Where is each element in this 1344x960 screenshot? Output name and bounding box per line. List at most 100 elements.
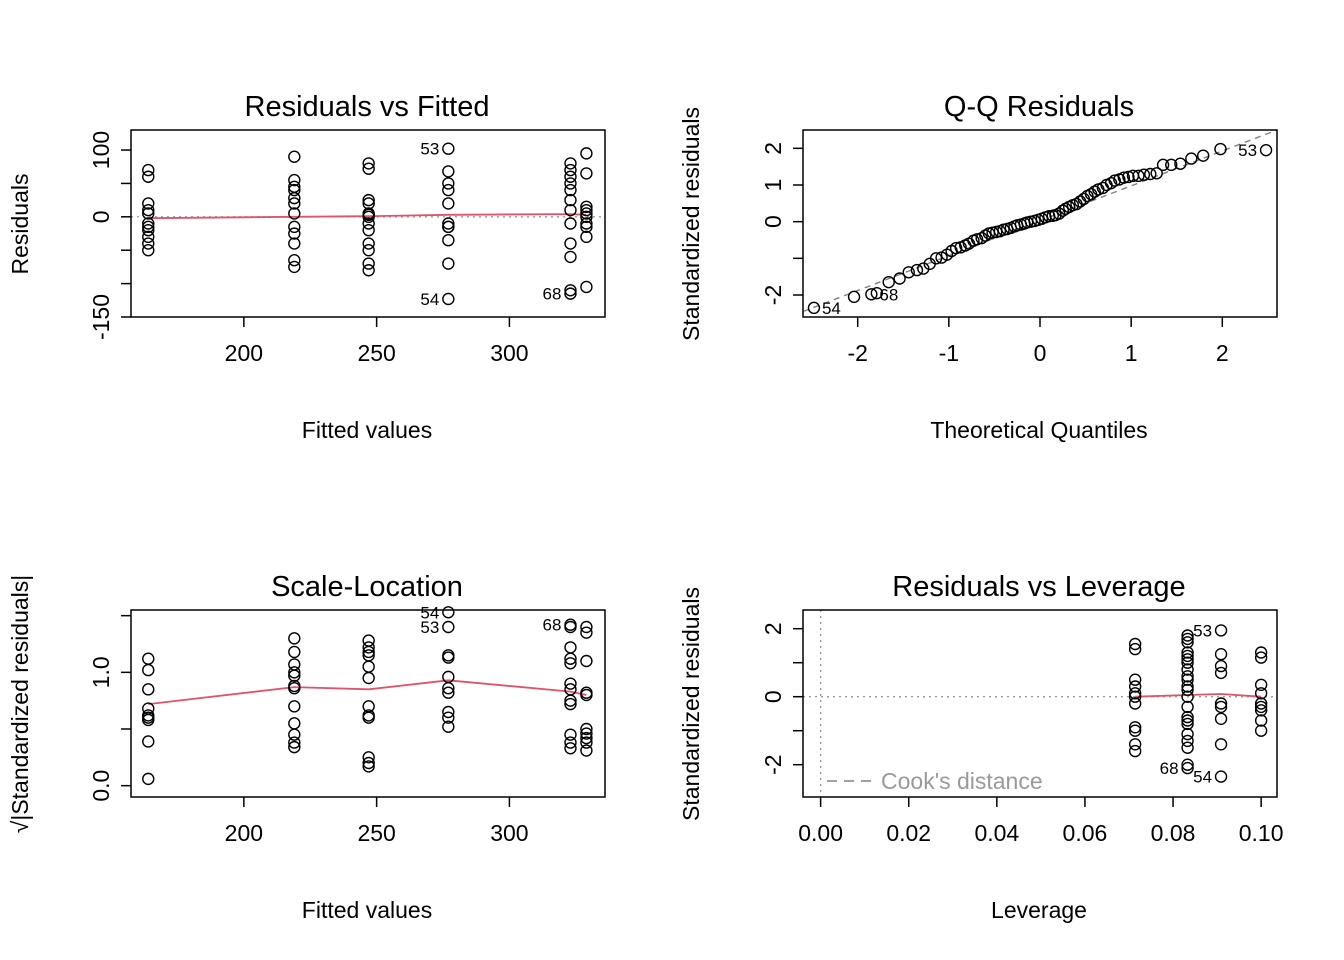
data-point bbox=[442, 620, 455, 634]
data-point bbox=[142, 203, 155, 217]
panel-scale-location: Scale-Location Fitted values √|Standardi… bbox=[7, 571, 606, 923]
data-point bbox=[580, 147, 593, 160]
data-point bbox=[902, 266, 915, 279]
y-tick-label: 1.0 bbox=[88, 656, 114, 688]
data-point bbox=[1108, 174, 1121, 187]
data-point bbox=[564, 217, 577, 230]
point-label: 53 bbox=[1238, 141, 1257, 160]
data-point bbox=[442, 686, 455, 699]
data-point bbox=[564, 657, 577, 670]
data-point bbox=[1181, 717, 1194, 731]
data-point bbox=[288, 173, 301, 187]
y-tick-label: 0.0 bbox=[88, 770, 114, 802]
x-axis-label: Fitted values bbox=[302, 897, 432, 923]
point-label: 54 bbox=[420, 603, 439, 622]
data-point bbox=[1181, 636, 1194, 649]
data-point bbox=[362, 257, 375, 270]
data-point bbox=[1181, 632, 1194, 646]
plot-frame bbox=[130, 609, 606, 798]
data-point bbox=[564, 250, 577, 264]
data-point bbox=[142, 237, 155, 250]
data-point bbox=[564, 697, 577, 711]
data-point bbox=[288, 700, 301, 713]
data-point bbox=[288, 728, 301, 741]
data-point bbox=[142, 772, 155, 786]
data-point bbox=[564, 177, 577, 190]
panel-residuals-vs-leverage: Residuals vs Leverage Leverage Standardi… bbox=[678, 571, 1284, 923]
data-point bbox=[362, 237, 375, 250]
data-point bbox=[288, 682, 301, 695]
data-point bbox=[564, 163, 577, 177]
data-point bbox=[580, 220, 593, 234]
data-point bbox=[288, 254, 301, 267]
data-point bbox=[564, 203, 577, 217]
data-point bbox=[870, 286, 884, 300]
data-point bbox=[288, 669, 301, 682]
data-point bbox=[882, 275, 895, 289]
data-point bbox=[142, 652, 155, 665]
data-point bbox=[1181, 653, 1194, 666]
y-tick-label: 0 bbox=[760, 690, 786, 703]
y-axis-label: Residuals bbox=[7, 174, 33, 275]
data-point bbox=[142, 735, 155, 748]
data-point bbox=[442, 682, 455, 695]
data-point bbox=[970, 233, 984, 246]
y-tick-label: 2 bbox=[760, 142, 786, 155]
data-point bbox=[564, 694, 577, 707]
data-point bbox=[362, 760, 375, 773]
data-point bbox=[580, 727, 593, 740]
data-point bbox=[910, 263, 924, 277]
data-point bbox=[142, 230, 155, 244]
data-point bbox=[580, 203, 593, 217]
data-point bbox=[1128, 724, 1142, 737]
data-point bbox=[1214, 712, 1228, 725]
x-tick-label: 250 bbox=[357, 340, 395, 366]
point-label: 68 bbox=[1160, 759, 1179, 778]
data-point bbox=[1254, 697, 1268, 710]
data-point bbox=[1144, 167, 1157, 181]
point-label: 53 bbox=[420, 140, 439, 159]
data-point bbox=[1156, 158, 1170, 172]
data-point bbox=[288, 191, 301, 205]
x-tick-label: 200 bbox=[225, 340, 263, 366]
data-point bbox=[142, 223, 155, 237]
data-point bbox=[1128, 690, 1142, 703]
data-point bbox=[1128, 721, 1142, 734]
data-point bbox=[362, 217, 375, 230]
data-point bbox=[1128, 744, 1142, 758]
data-point bbox=[580, 217, 593, 230]
data-point bbox=[1104, 176, 1118, 190]
data-point bbox=[1128, 738, 1142, 751]
data-point bbox=[142, 217, 155, 230]
data-point bbox=[1259, 143, 1273, 157]
data-point bbox=[362, 157, 375, 170]
x-tick-label: -2 bbox=[847, 340, 867, 366]
data-point bbox=[564, 170, 577, 183]
data-point bbox=[929, 252, 943, 265]
x-axis-label: Theoretical Quantiles bbox=[930, 417, 1147, 443]
data-point bbox=[1214, 648, 1228, 661]
data-point bbox=[1117, 171, 1131, 184]
point-label: 54 bbox=[420, 290, 439, 309]
data-point bbox=[1181, 663, 1194, 676]
data-point bbox=[1174, 157, 1187, 170]
x-axis-label: Leverage bbox=[991, 897, 1087, 923]
data-point bbox=[1181, 646, 1194, 659]
point-label: 54 bbox=[822, 299, 841, 318]
data-point bbox=[949, 241, 963, 255]
data-point bbox=[442, 183, 455, 197]
data-point bbox=[580, 207, 593, 220]
data-point bbox=[362, 264, 375, 277]
x-tick-label: -1 bbox=[939, 340, 959, 366]
data-point bbox=[1181, 710, 1194, 724]
x-tick-label: 0.04 bbox=[974, 820, 1019, 846]
data-point bbox=[442, 720, 455, 733]
smoother-line bbox=[148, 679, 587, 705]
point-label: 53 bbox=[420, 618, 439, 637]
x-tick-label: 0.00 bbox=[798, 820, 843, 846]
data-point bbox=[1181, 700, 1194, 714]
data-point bbox=[1150, 167, 1163, 180]
data-point bbox=[1056, 204, 1069, 217]
data-point bbox=[893, 272, 906, 285]
